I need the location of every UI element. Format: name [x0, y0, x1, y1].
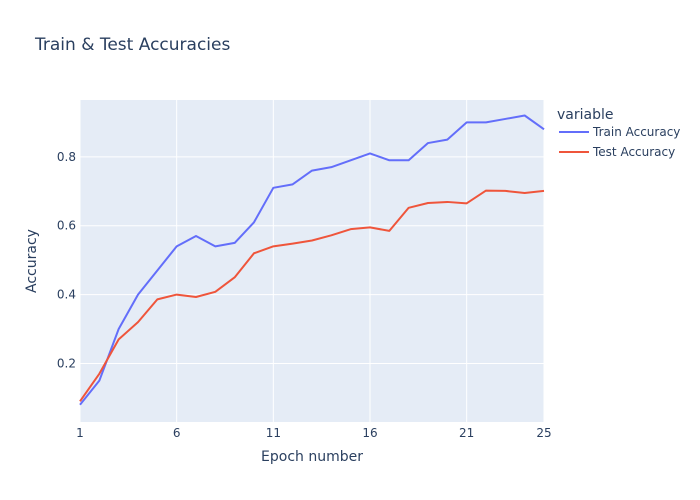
- y-tick-label: 0.6: [57, 219, 76, 233]
- series-line-test-accuracy: [79, 189, 545, 402]
- legend-item-label: Train Accuracy: [592, 125, 680, 139]
- chart-title: Train & Test Accuracies: [34, 35, 230, 55]
- x-tick-label: 6: [173, 426, 181, 440]
- series-group: [79, 114, 545, 406]
- x-tick-label: 25: [536, 426, 551, 440]
- legend: variable Train Accuracy Test Accuracy: [557, 107, 680, 159]
- y-axis-label: Accuracy: [24, 229, 40, 293]
- series-line-train-accuracy: [79, 114, 545, 406]
- plot-area: [80, 100, 544, 422]
- y-tick-label: 0.2: [57, 356, 76, 370]
- grid: [79, 100, 545, 422]
- x-tick-label: 11: [266, 426, 281, 440]
- x-axis-label: Epoch number: [261, 449, 363, 465]
- x-tick-label: 16: [362, 426, 377, 440]
- y-axis: 0.2 0.4 0.6 0.8: [57, 150, 76, 371]
- x-tick-label: 21: [459, 426, 474, 440]
- legend-item-label: Test Accuracy: [592, 145, 675, 159]
- x-axis: 1 6 11 16 21 25: [76, 426, 551, 440]
- x-tick-label: 1: [76, 426, 84, 440]
- y-tick-label: 0.4: [57, 288, 76, 302]
- legend-title: variable: [557, 107, 613, 123]
- y-tick-label: 0.8: [57, 150, 76, 164]
